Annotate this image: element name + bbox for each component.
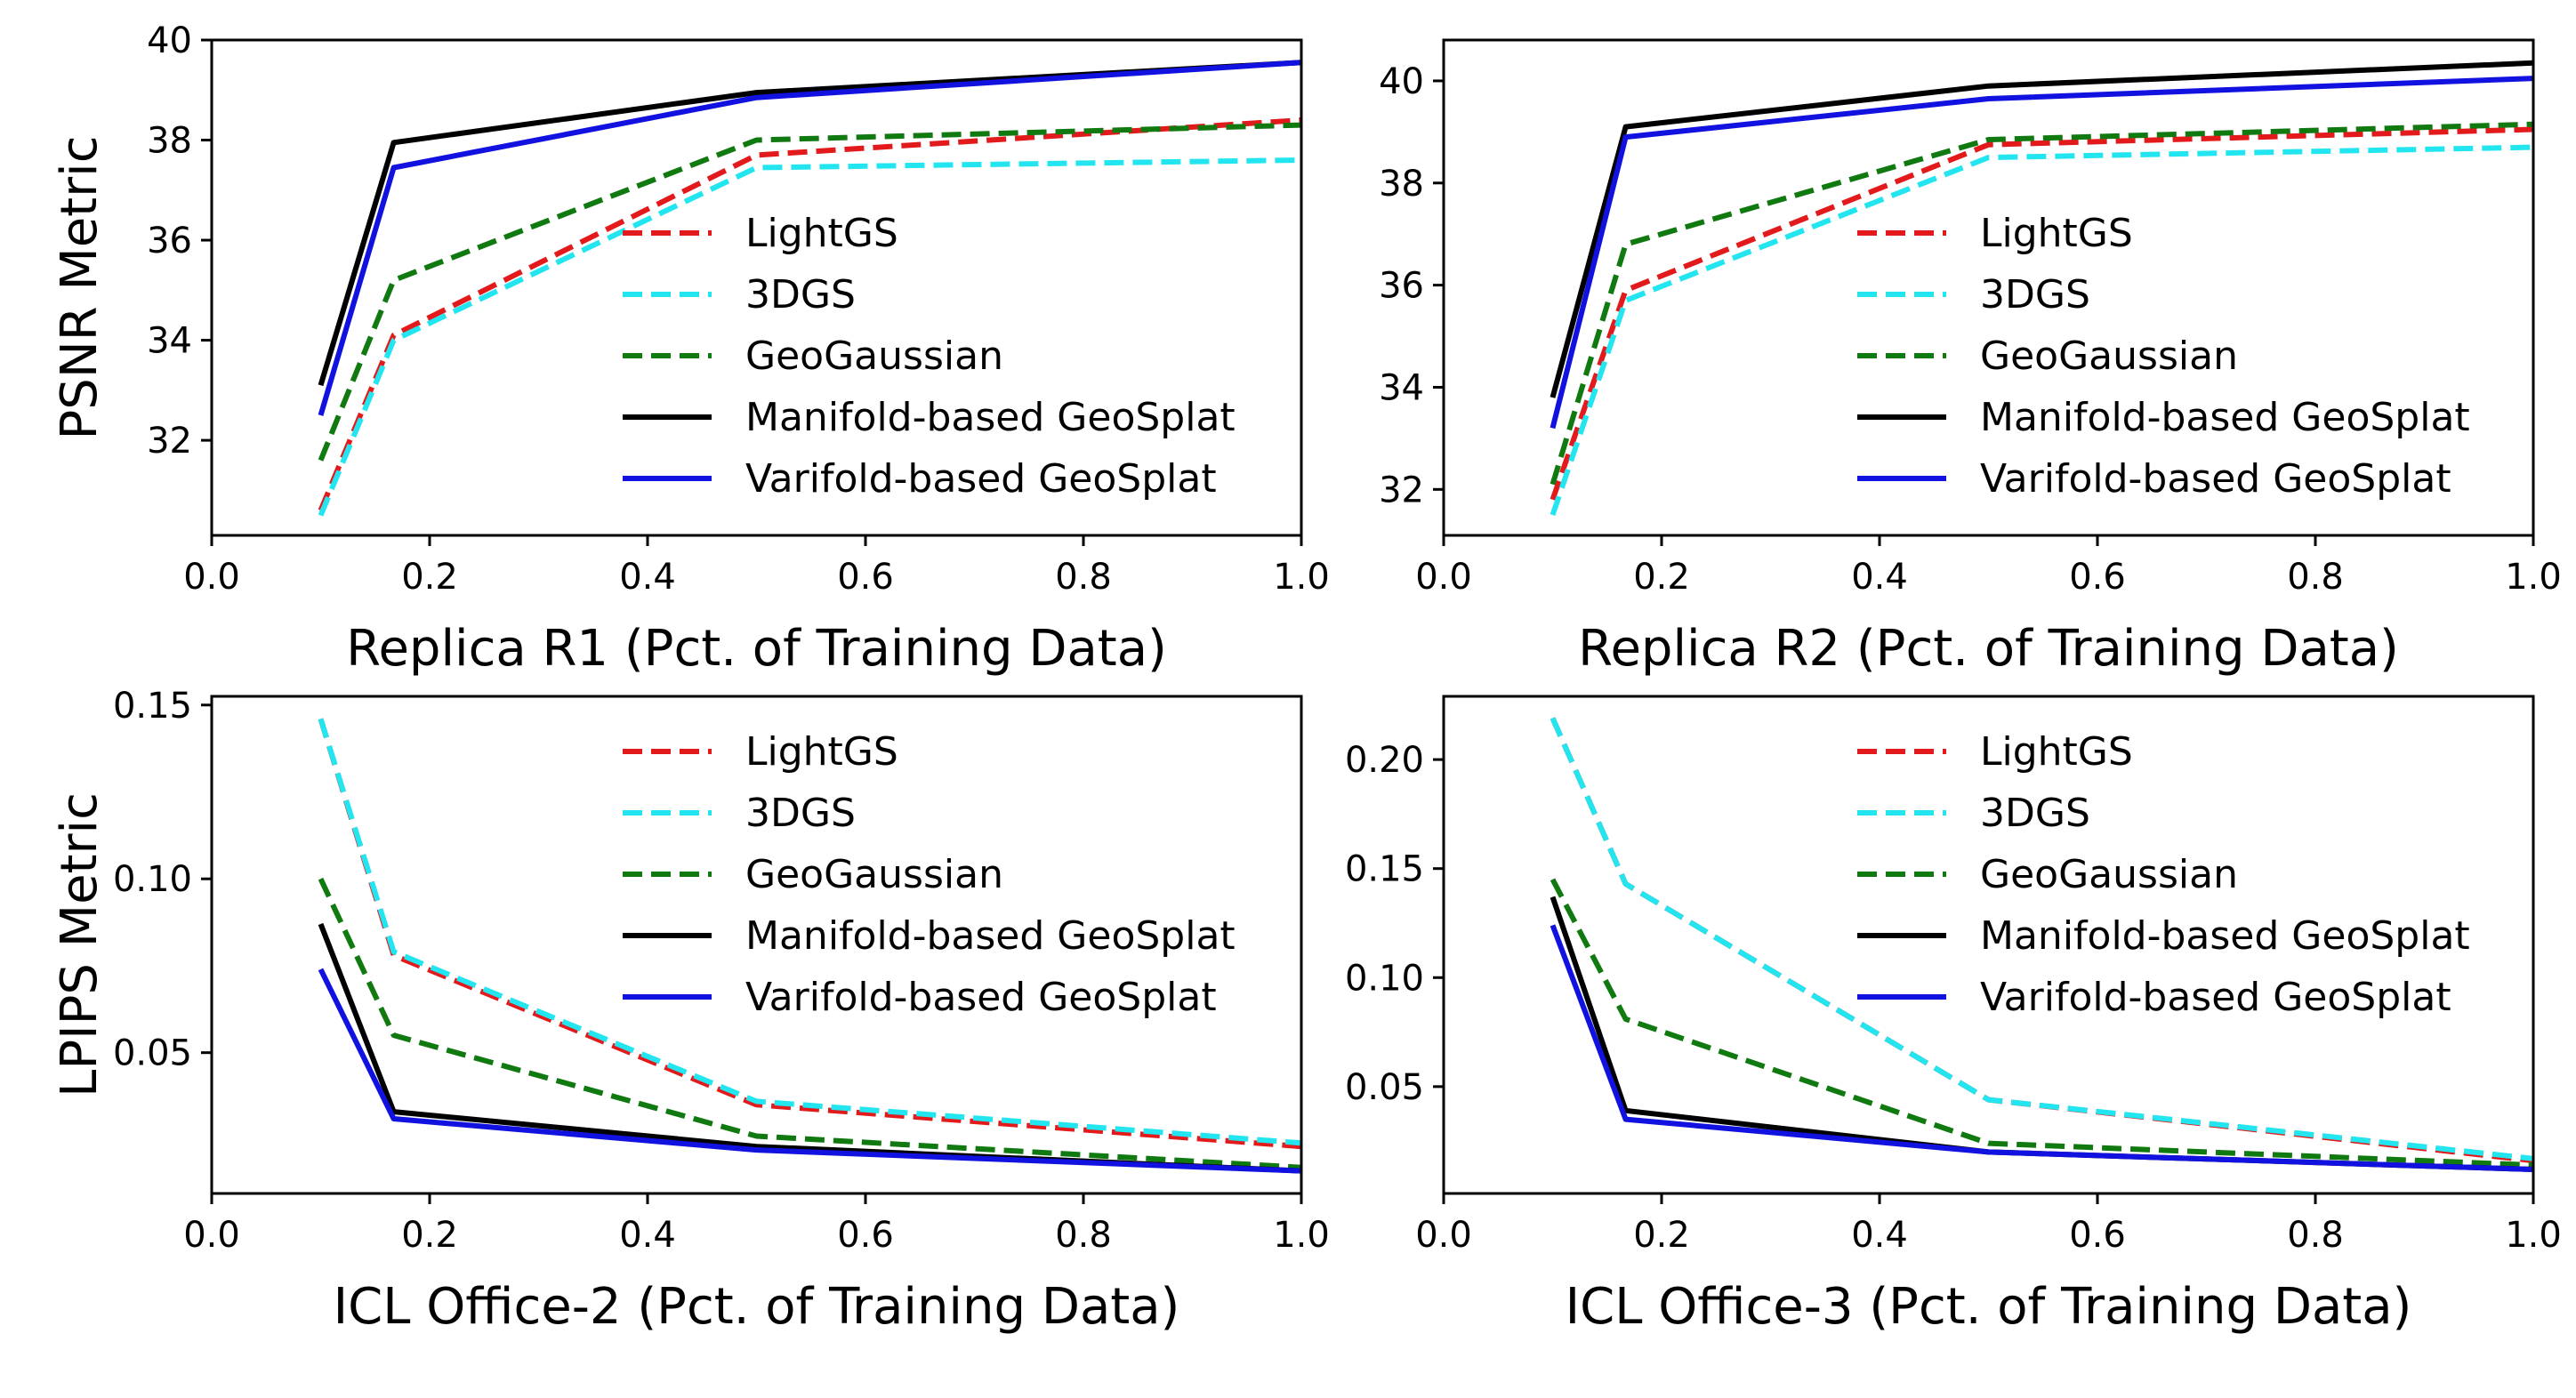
legend: LightGS 3DGS GeoGaussian Manifold-based Geo…: [1857, 729, 2470, 1020]
chart-panel-1: 0.0 0.2 0.4 0.6 0.8 1.0 32 34 36 38 40 Replica R1 (…: [51, 20, 1330, 678]
x-tick-label: 0.2: [401, 557, 458, 598]
x-tick-label: 0.4: [619, 557, 676, 598]
chart-panel-4: 0.0 0.2 0.4 0.6 0.8 1.0 0.05 0.10 0.15 0.20 ICL Of…: [1345, 695, 2562, 1336]
series-line-3dgs: [1550, 717, 2534, 1161]
legend: LightGS 3DGS GeoGaussian Manifold-based Geo…: [623, 211, 1236, 502]
y-axis-label: LPIPS Metric: [51, 792, 109, 1097]
series-line-3dgs: [318, 718, 1302, 1146]
legend-label: Manifold-based GeoSplat: [1980, 395, 2470, 440]
series-line-lightgs: [1550, 126, 2534, 501]
series-line-geogaussian: [1550, 878, 2534, 1169]
y-tick-label: 40: [1379, 61, 1424, 102]
x-axis-label: Replica R1 (Pct. of Training Data): [346, 620, 1167, 678]
legend-label: Varifold-based GeoSplat: [1980, 975, 2451, 1020]
x-axis-label: ICL Office-2 (Pct. of Training Data): [334, 1278, 1180, 1336]
y-tick-label: 38: [1379, 164, 1424, 205]
chart-panel-3: 0.0 0.2 0.4 0.6 0.8 1.0 0.05 0.10 0.15 ICL Office…: [51, 686, 1330, 1336]
y-tick-label: 38: [147, 121, 192, 162]
x-tick-label: 0.6: [2069, 1215, 2126, 1256]
legend-label: LightGS: [1980, 211, 2133, 256]
x-tick-label: 1.0: [2505, 557, 2562, 598]
legend-label: GeoGaussian: [745, 333, 1003, 379]
series-line-geogaussian: [318, 122, 1302, 462]
legend-label: 3DGS: [1980, 791, 2090, 836]
x-tick-label: 1.0: [1273, 1215, 1330, 1256]
x-tick-label: 0.2: [1633, 557, 1690, 598]
x-tick-label: 0.8: [1055, 1215, 1112, 1256]
y-tick-label: 0.05: [113, 1033, 192, 1074]
x-tick-label: 0.0: [1415, 557, 1472, 598]
legend-label: 3DGS: [1980, 272, 2090, 317]
x-tick-label: 0.8: [1055, 557, 1112, 598]
legend: LightGS 3DGS GeoGaussian Manifold-based Geo…: [623, 729, 1236, 1020]
legend-label: GeoGaussian: [1980, 333, 2238, 379]
legend-label: LightGS: [1980, 729, 2133, 775]
series-line-varifold-based-geosplat: [318, 968, 1302, 1174]
legend-label: 3DGS: [745, 791, 856, 836]
legend-label: GeoGaussian: [745, 852, 1003, 897]
series-line-varifold-based-geosplat: [1550, 76, 2534, 430]
y-tick-label: 0.10: [1345, 958, 1424, 999]
y-tick-label: 40: [147, 20, 192, 61]
y-axis-label: PSNR Metric: [51, 135, 109, 439]
x-tick-label: 0.2: [401, 1215, 458, 1256]
plot-frame: [210, 695, 1303, 1195]
legend-label: Varifold-based GeoSplat: [1980, 456, 2451, 502]
series-line-varifold-based-geosplat: [318, 60, 1302, 416]
x-tick-label: 0.0: [183, 557, 240, 598]
y-tick-label: 0.10: [113, 859, 192, 900]
series-line-varifold-based-geosplat: [1550, 924, 2534, 1172]
x-tick-label: 1.0: [1273, 557, 1330, 598]
y-tick-label: 0.20: [1345, 740, 1424, 781]
legend-label: Manifold-based GeoSplat: [1980, 913, 2470, 959]
series-line-geogaussian: [318, 877, 1302, 1170]
x-tick-label: 0.2: [1633, 1215, 1690, 1256]
x-tick-label: 0.0: [1415, 1215, 1472, 1256]
x-tick-label: 0.0: [183, 1215, 240, 1256]
chart-panel-2: 0.0 0.2 0.4 0.6 0.8 1.0 32 34 36 38 40 Replica R2 (…: [1379, 38, 2562, 678]
legend-label: Varifold-based GeoSplat: [745, 975, 1217, 1020]
legend-label: GeoGaussian: [1980, 852, 2238, 897]
x-axis-label: ICL Office-3 (Pct. of Training Data): [1566, 1278, 2412, 1336]
series-line-3dgs: [1550, 144, 2534, 516]
x-tick-label: 0.4: [619, 1215, 676, 1256]
x-tick-label: 0.4: [1851, 557, 1908, 598]
y-tick-label: 32: [1379, 470, 1424, 510]
plot-frame: [210, 38, 1303, 537]
y-tick-label: 34: [147, 321, 192, 362]
legend-label: Manifold-based GeoSplat: [745, 913, 1236, 959]
x-tick-label: 0.8: [2287, 1215, 2344, 1256]
y-tick-label: 0.15: [113, 686, 192, 727]
plot-frame: [1442, 38, 2535, 537]
y-tick-label: 34: [1379, 367, 1424, 408]
x-tick-label: 0.8: [2287, 557, 2344, 598]
x-tick-label: 0.6: [837, 1215, 894, 1256]
series-line-3dgs: [318, 157, 1302, 517]
series-line-manifold-based-geosplat: [1550, 60, 2534, 398]
x-tick-label: 0.6: [2069, 557, 2126, 598]
y-tick-label: 0.15: [1345, 849, 1424, 890]
plot-frame: [1442, 695, 2535, 1195]
x-tick-label: 0.4: [1851, 1215, 1908, 1256]
x-tick-label: 1.0: [2505, 1215, 2562, 1256]
legend: LightGS 3DGS GeoGaussian Manifold-based Geo…: [1857, 211, 2470, 502]
y-tick-label: 36: [147, 221, 192, 261]
legend-label: LightGS: [745, 211, 898, 256]
y-tick-label: 36: [1379, 266, 1424, 307]
legend-label: Varifold-based GeoSplat: [745, 456, 1217, 502]
x-tick-label: 0.6: [837, 557, 894, 598]
legend-label: Manifold-based GeoSplat: [745, 395, 1236, 440]
x-axis-label: Replica R2 (Pct. of Training Data): [1578, 620, 2399, 678]
series-line-geogaussian: [1550, 121, 2534, 486]
y-tick-label: 32: [147, 421, 192, 462]
legend-label: 3DGS: [745, 272, 856, 317]
y-tick-label: 0.05: [1345, 1067, 1424, 1108]
legend-label: LightGS: [745, 729, 898, 775]
